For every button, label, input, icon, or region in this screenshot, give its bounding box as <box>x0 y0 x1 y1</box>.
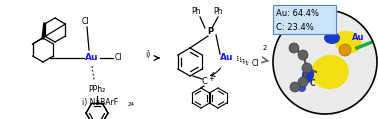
Ellipse shape <box>311 55 349 89</box>
Text: Cl: Cl <box>81 17 89 27</box>
Text: 24: 24 <box>127 102 135 107</box>
Ellipse shape <box>334 31 362 53</box>
Text: Ph: Ph <box>191 7 201 17</box>
Text: C: C <box>201 77 207 87</box>
Text: Au: 64.4%: Au: 64.4% <box>276 10 319 18</box>
Text: +: + <box>208 76 214 82</box>
Text: Au: Au <box>352 34 364 42</box>
Circle shape <box>302 63 312 73</box>
Circle shape <box>290 82 300 92</box>
Circle shape <box>298 77 308 87</box>
Ellipse shape <box>324 32 340 44</box>
Circle shape <box>298 50 308 60</box>
Text: 2: 2 <box>263 45 267 51</box>
Text: i): i) <box>146 50 150 60</box>
Text: C: C <box>309 79 315 87</box>
Text: Cl: Cl <box>114 54 122 62</box>
FancyBboxPatch shape <box>273 5 336 34</box>
Ellipse shape <box>298 84 306 92</box>
Text: C: 23.4%: C: 23.4% <box>276 22 314 32</box>
Text: Cl: Cl <box>251 60 259 69</box>
Text: Ph: Ph <box>213 7 223 17</box>
Ellipse shape <box>302 67 314 83</box>
Circle shape <box>339 44 351 56</box>
Text: P: P <box>207 27 213 37</box>
Text: PPh₂: PPh₂ <box>88 85 105 94</box>
Circle shape <box>273 10 377 114</box>
Text: Au: Au <box>85 54 99 62</box>
Text: i) NaBArF: i) NaBArF <box>82 97 118 107</box>
Text: Au: Au <box>220 54 234 62</box>
Circle shape <box>289 43 299 53</box>
